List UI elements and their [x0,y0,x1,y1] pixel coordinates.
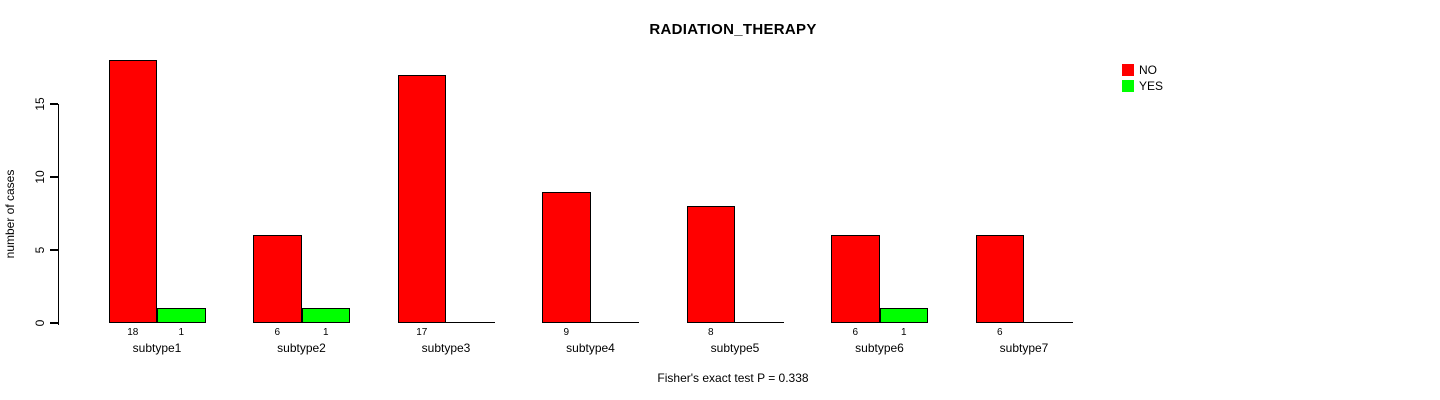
bar-no-subtype1 [108,60,157,323]
bar-value-label: 9 [563,327,570,338]
x-axis-label-subtype4: subtype4 [566,341,615,355]
y-axis-tick [49,322,58,324]
x-axis-label-subtype5: subtype5 [710,341,760,355]
x-axis-label-subtype3: subtype3 [421,341,471,355]
x-axis-label-subtype6: subtype6 [855,341,904,355]
bar-value-label: 8 [707,327,714,338]
legend-label-no: NO [1139,62,1157,77]
legend: NO YES [1122,62,1164,93]
legend-label-yes: YES [1139,78,1164,93]
bar-yes-subtype2 [301,308,350,323]
bar-yes-subtype1 [157,308,206,323]
bar-yes-subtype6 [879,308,928,323]
bar-value-label: 1 [178,327,185,338]
bar-value-label: 6 [274,327,281,338]
bar-no-subtype3 [397,74,446,323]
y-axis-tick [49,103,58,105]
bar-value-label: 6 [852,327,859,338]
zero-bar-yes-subtype7 [1024,321,1073,323]
y-axis-line [57,104,59,325]
y-axis-tick [49,249,58,251]
zero-bar-yes-subtype3 [446,321,495,323]
bar-value-label: 1 [322,327,329,338]
y-axis-tick [49,176,58,178]
zero-bar-yes-subtype4 [590,321,639,323]
bar-value-label: 6 [996,327,1003,338]
bar-no-subtype4 [542,191,591,323]
bar-no-subtype6 [831,235,880,323]
bar-no-subtype5 [686,206,735,323]
x-axis-label-subtype2: subtype2 [277,341,326,355]
legend-entry-yes: YES [1122,78,1164,93]
footnote: Fisher's exact test P = 0.338 [657,371,809,385]
chart-title: RADIATION_THERAPY [649,21,817,38]
bar-value-label: 17 [416,327,428,338]
bar-no-subtype2 [253,235,302,323]
legend-swatch-yes [1122,79,1134,92]
bar-value-label: 18 [127,327,139,338]
x-axis-label-subtype7: subtype7 [999,341,1049,355]
bar-value-label: 1 [900,327,907,338]
zero-bar-yes-subtype5 [735,321,784,323]
x-axis-label-subtype1: subtype1 [132,341,182,355]
legend-entry-no: NO [1122,62,1163,77]
legend-swatch-no [1122,63,1134,76]
bar-no-subtype7 [975,235,1024,323]
